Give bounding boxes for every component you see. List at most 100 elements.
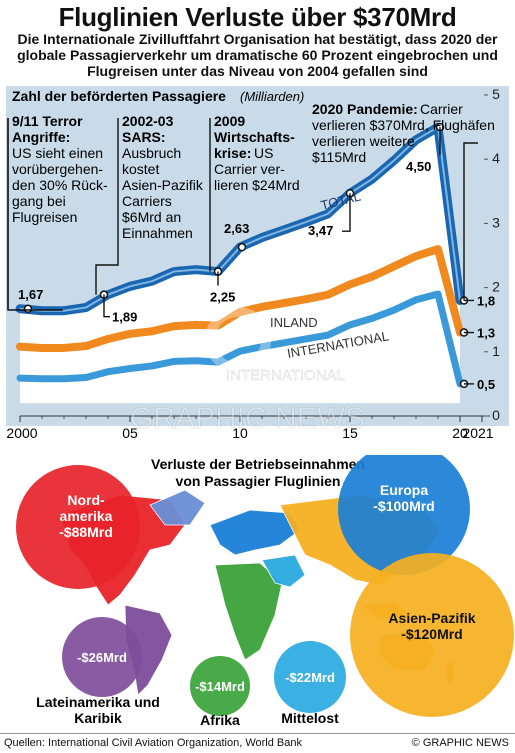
region-name-outside: Mittelost [281,710,339,726]
europe-shape [209,509,301,556]
middle-east-shape [261,554,306,588]
copyright-text: © GRAPHIC NEWS [411,737,509,749]
annotation-body: Carrier ver- [214,161,285,177]
leader-line [463,142,478,301]
losses-map: Verluste der Betriebseinnahmen von Passag… [0,455,515,735]
bubble-value-label: -$100Mrd [373,498,434,514]
leader-line [342,193,351,232]
x-tick-label: 2000 [6,425,37,441]
bubble-2 [350,553,514,717]
intl-band [20,294,460,404]
data-label: 3,47 [308,223,333,238]
annotation-sars-leader [95,118,119,295]
annotation-heading: 2020 Pandemie: [312,101,418,117]
end-data-label: 0,5 [477,377,495,392]
page-subtitle: Die Internationale Zivilluftfahrt Organi… [17,31,498,79]
watermark: INTERNATIONAL GRAPHIC NEWS [130,307,365,435]
series-label-inland: INLAND [270,315,318,330]
region-name-outside: Lateinamerika und [36,694,160,710]
annotation-body: gang bei [12,193,66,209]
bubble-4 [190,656,250,716]
bubble-0 [16,465,140,589]
footer: Quellen: International Civil Aviation Or… [0,733,515,753]
end-data-label: 1,8 [477,293,495,308]
data-label: 2,25 [210,290,235,305]
bubble-value-label: -$88Mrd [59,524,113,540]
watermark-logo [205,307,271,373]
leader-line [103,294,110,318]
annotation-body: kostet [122,161,159,177]
bubble-region-name: amerika [60,508,113,524]
annotation-body: Carrier [420,101,463,117]
map-title: von Passagier Fluglinien [176,473,341,489]
region-name-outside: Karibik [74,710,122,726]
annotation-body: US sieht einen [12,145,103,161]
annotation-body-first: krise: [214,145,251,161]
end-data-label: 1,3 [477,326,495,341]
bubble-value-label: -$22Mrd [285,670,335,685]
watermark-text: GRAPHIC NEWS [130,402,365,435]
watermark-text: INTERNATIONAL [226,367,345,384]
annotation-body: Einnahmen [122,225,193,241]
annotation-body: den 30% Rück- [12,177,108,193]
x-tick-label: 2021 [462,425,493,441]
sources-text: Quellen: International Civil Aviation Or… [4,737,302,749]
y-tick-label: 4 [492,150,500,166]
annotation-heading: Angriffe: [12,129,70,145]
bubble-3 [62,617,142,697]
greenland-shape [149,489,206,526]
bubble-value-label: -$120Mrd [401,626,462,642]
bubble-region-name: Asien-Pazifik [388,610,475,626]
annotation-sars: 2002-03SARS:AusbruchkostetAsien-PazifikC… [122,113,204,241]
annotation-heading: Wirtschafts- [214,129,295,145]
annotation-body: US [254,145,273,161]
annotation-body: Flugreisen [12,209,77,225]
data-label: 4,50 [406,159,431,174]
bubble-1 [338,455,470,575]
y-tick-label: 1 [492,343,500,359]
y-tick-label: 2 [492,279,500,295]
annotation-body: Carriers [122,193,172,209]
annotation-body: verlieren weitere [312,133,415,149]
series-line-international [16,290,464,388]
bubble-region-name: Nord- [67,492,105,508]
bubble-value-label: -$14Mrd [195,679,245,694]
x-tick-label: 20 [452,425,468,441]
series-line-inland [16,245,464,352]
x-tick-label: 10 [232,425,248,441]
passenger-chart: 2000 05 10 15 20 2021 0 1 2 3 4 5 TOTAL INLAND INTERNA… [0,80,515,455]
x-tick-label: 05 [122,425,138,441]
annotation-body: verlieren $370Mrd, Flughäfen [312,117,495,133]
y-tick-label: 3 [492,214,500,230]
region-name-outside: Afrika [200,712,240,728]
bubble-region-name: Europa [380,482,428,498]
chart-unit: (Milliarden) [240,89,304,104]
annotation-heading: 2009 [214,113,245,129]
y-tick-label: 5 [492,86,500,102]
annotation-911-leader [7,118,63,311]
annotation-body: Ausbruch [122,145,181,161]
annotation-body: vorübergehen- [12,161,103,177]
data-label: 1,67 [18,287,43,302]
map-title: Verluste der Betriebseinnahmen [151,456,365,472]
data-label: 1,89 [112,310,137,325]
y-tick-label: 0 [492,407,500,423]
annotation-body: $6Mrd an [122,209,181,225]
bubble-value-label: -$26Mrd [77,650,127,665]
data-label: 2,63 [224,221,249,236]
bubble-5 [274,641,346,713]
page-title: Fluglinien Verluste über $370Mrd [58,2,457,32]
annotation-body: Asien-Pazifik [122,177,204,193]
total-inland-band [20,127,460,348]
chart-title: Zahl der beförderten Passagiere [12,88,226,104]
data-point-marker [23,304,33,314]
annotation-heading: 2002-03 [122,113,174,129]
annotation-heading: 9/11 Terror [12,113,83,129]
annotation-heading: SARS: [122,129,166,145]
annotation-body: $115Mrd [312,149,366,165]
